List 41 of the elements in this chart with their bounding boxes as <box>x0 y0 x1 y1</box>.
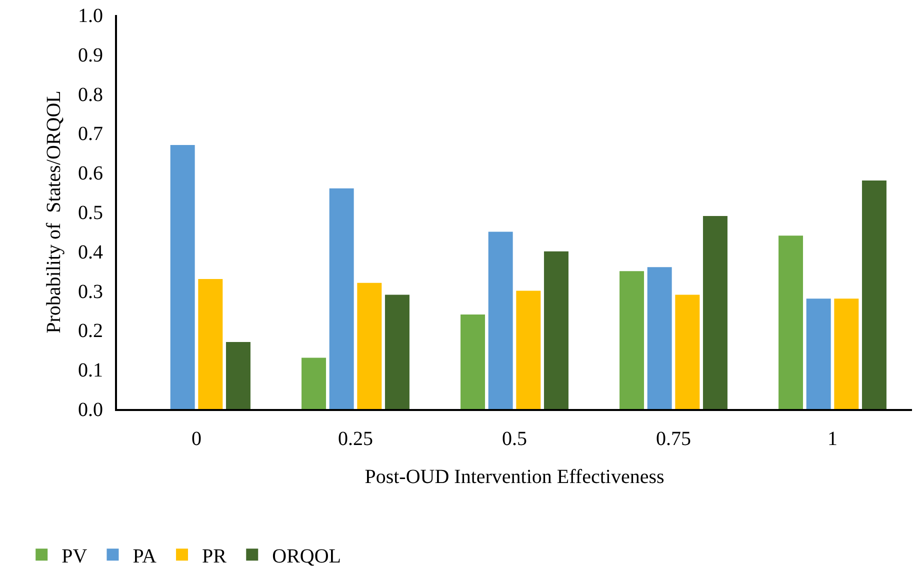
bar <box>302 358 326 409</box>
y-axis-title: Probability of States/ORQOL <box>43 90 65 334</box>
legend-label: PR <box>202 545 228 568</box>
bar <box>620 271 644 409</box>
bar <box>675 294 700 409</box>
bar <box>806 298 831 409</box>
x-tick-label: 0 <box>192 428 202 450</box>
y-tick-label: 0.8 <box>78 84 103 106</box>
bar <box>834 298 859 409</box>
legend-label: PV <box>62 545 88 568</box>
y-tick-label: 0.4 <box>78 241 103 264</box>
bar <box>544 251 568 409</box>
bar <box>170 145 195 409</box>
y-tick-label: 0.5 <box>78 202 103 224</box>
y-tick-label: 0.1 <box>78 360 103 382</box>
x-axis-title: Post-OUD Intervention Effectiveness <box>364 466 664 488</box>
bar <box>702 216 728 409</box>
y-tick-label: 1.0 <box>78 5 103 27</box>
bar <box>198 278 223 409</box>
legend-label: PA <box>132 545 158 568</box>
bar <box>488 232 513 409</box>
bar <box>460 314 486 409</box>
bar <box>384 294 410 409</box>
x-tick-label: 0.25 <box>338 428 373 450</box>
legend-label: ORQOL <box>272 545 342 568</box>
y-tick-label: 0.0 <box>78 399 103 421</box>
y-tick-label: 0.3 <box>78 280 103 303</box>
x-tick-label: 0.75 <box>656 428 691 450</box>
bar <box>647 267 672 409</box>
bar <box>329 188 354 409</box>
bar <box>357 282 382 409</box>
y-tick-label: 0.6 <box>78 162 103 185</box>
y-tick-label: 0.2 <box>78 320 103 342</box>
bar <box>516 290 541 409</box>
y-tick-label: 0.9 <box>78 44 103 66</box>
bar <box>226 342 250 409</box>
x-tick-label: 1 <box>828 428 838 450</box>
bar <box>778 236 804 409</box>
bar <box>862 180 886 409</box>
x-tick-label: 0.5 <box>502 428 527 450</box>
y-tick-label: 0.7 <box>78 123 103 146</box>
